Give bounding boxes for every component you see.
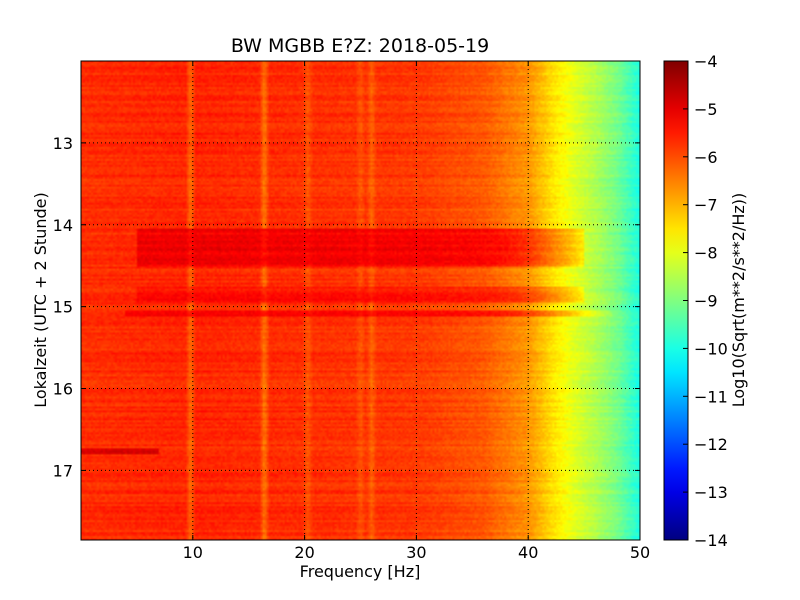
x-tick-label: 20: [294, 543, 314, 562]
colorbar-tick-label: −12: [694, 435, 728, 454]
colorbar-ticks: −4 −5 −6 −7 −8 −9 −10 −11 −12 −13 −14: [683, 52, 728, 550]
spectrogram-plot-area: 10 20 30 40 50 13 14 15 16 17: [53, 60, 650, 562]
colorbar-tick-label: −8: [694, 244, 718, 263]
colorbar-gradient: [663, 60, 689, 541]
x-axis-label: Frequency [Hz]: [300, 562, 421, 581]
y-axis-label: Lokalzeit (UTC + 2 Stunde): [31, 192, 50, 407]
colorbar-tick-label: −11: [694, 387, 728, 406]
y-tick-label: 17: [53, 461, 73, 480]
plot-frame: [80, 60, 641, 541]
colorbar-tick-label: −7: [694, 196, 718, 215]
colorbar-tick-label: −4: [694, 52, 718, 71]
spectrogram-heatmap: [81, 61, 640, 540]
x-tick-label: 30: [406, 543, 426, 562]
colorbar-tick-label: −5: [694, 100, 718, 119]
colorbar-tick-label: −14: [694, 531, 728, 550]
colorbar-tick-label: −13: [694, 483, 728, 502]
chart-title: BW MGBB E?Z: 2018-05-19: [231, 35, 489, 57]
colorbar-tick-label: −6: [694, 148, 718, 167]
colorbar-tick-label: −9: [694, 292, 718, 311]
y-axis-ticks: 13 14 15 16 17: [53, 134, 640, 480]
x-tick-label: 50: [630, 543, 650, 562]
y-tick-label: 16: [53, 380, 73, 399]
colorbar: −4 −5 −6 −7 −8 −9 −10 −11 −12 −13 −14 Log10(Sqrt(m…: [663, 52, 748, 550]
colorbar-label: Log10(Sqrt(m**2/s**2/Hz)): [729, 193, 748, 408]
colorbar-tick-label: −10: [694, 339, 728, 358]
x-axis-ticks: 10 20 30 40 50: [183, 61, 650, 562]
x-tick-label: 10: [183, 543, 203, 562]
y-tick-label: 15: [53, 298, 73, 317]
y-tick-label: 14: [53, 216, 73, 235]
x-tick-label: 40: [518, 543, 538, 562]
y-tick-label: 13: [53, 134, 73, 153]
